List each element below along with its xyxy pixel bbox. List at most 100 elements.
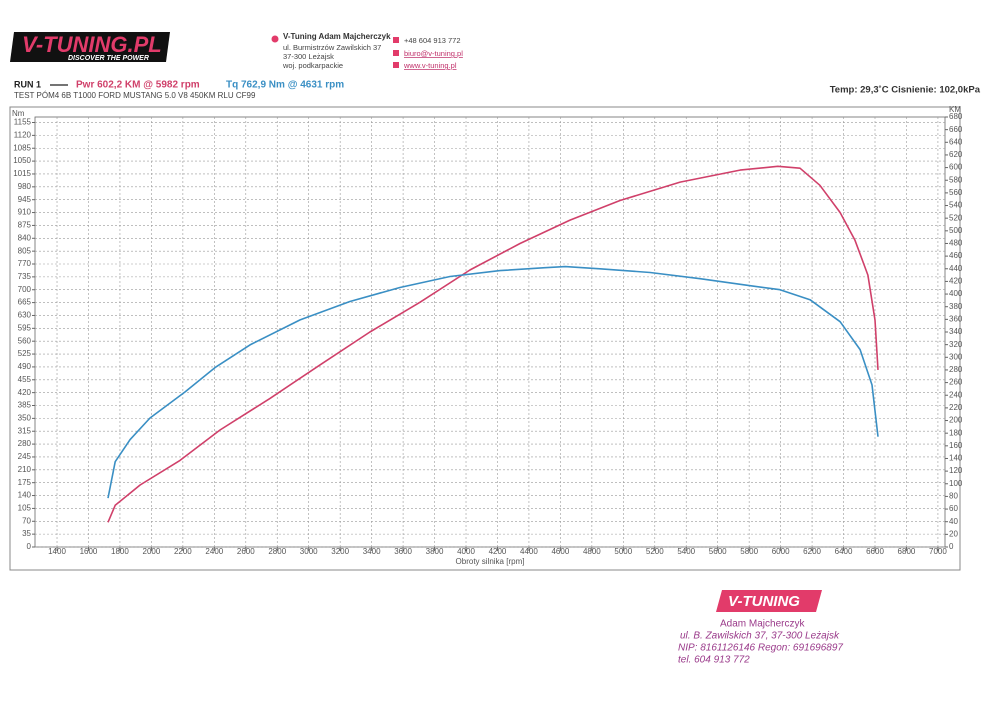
x-tick-label: 4000 <box>457 547 475 556</box>
y-tick-label: 140 <box>18 491 32 500</box>
y-tick-label: 805 <box>18 246 32 255</box>
x-tick-label: 4800 <box>583 547 601 556</box>
y2-tick-label: 80 <box>949 492 958 501</box>
y2-tick-label: 320 <box>949 340 963 349</box>
y2-tick-label: 140 <box>949 454 963 463</box>
y2-tick-label: 280 <box>949 365 963 374</box>
y-tick-label: 525 <box>18 349 32 358</box>
y-tick-label: 840 <box>18 233 32 242</box>
y-tick-label: 1155 <box>14 118 32 127</box>
x-tick-label: 5200 <box>646 547 664 556</box>
y2-tick-label: 580 <box>949 175 963 184</box>
y-tick-label: 1050 <box>13 156 31 165</box>
y-tick-label: 770 <box>18 259 32 268</box>
y-tick-label: 280 <box>18 439 32 448</box>
x-tick-label: 3800 <box>426 547 444 556</box>
y-tick-label: 1015 <box>13 169 31 178</box>
x-tick-label: 4600 <box>551 547 569 556</box>
chart-subtitle: TEST PÓM4 6B T1000 FORD MUSTANG 5.0 V8 4… <box>14 91 256 100</box>
y2-tick-label: 400 <box>949 289 963 298</box>
y-tick-label: 0 <box>27 542 32 551</box>
x-tick-label: 2200 <box>174 547 192 556</box>
y-tick-label: 385 <box>18 401 32 410</box>
x-tick-label: 6200 <box>803 547 821 556</box>
x-tick-label: 5400 <box>677 547 695 556</box>
y2-tick-label: 120 <box>949 466 963 475</box>
y-tick-label: 595 <box>18 323 32 332</box>
y2-tick-label: 260 <box>949 378 963 387</box>
y-tick-label: 455 <box>18 375 32 384</box>
logo: V-TUNING.PL DISCOVER THE POWER <box>10 32 170 62</box>
stamp-line: ul. B. Zawilskich 37, 37-300 Leżajsk <box>680 631 840 642</box>
logo-text: V-TUNING.PL <box>22 32 162 57</box>
y-tick-label: 35 <box>22 529 31 538</box>
contact-line: www.v-tuning.pl <box>403 61 457 70</box>
y-tick-label: 420 <box>18 388 32 397</box>
chart-frame <box>9 106 961 571</box>
y-tick-label: 490 <box>18 362 32 371</box>
x-tick-label: 6800 <box>898 547 916 556</box>
y2-tick-label: 60 <box>949 504 958 513</box>
series-line <box>107 265 879 499</box>
y-tick-label: 875 <box>18 221 32 230</box>
conditions: Temp: 29,3˚C Cisnienie: 102,0kPa <box>830 85 981 96</box>
y2-tick-label: 480 <box>949 239 963 248</box>
y-tick-label: 630 <box>18 311 32 320</box>
web-icon <box>393 62 399 68</box>
stamp-line: tel. 604 913 772 <box>678 655 750 666</box>
y2-tick-label: 100 <box>949 479 963 488</box>
y-tick-label: 980 <box>18 182 32 191</box>
x-tick-label: 3000 <box>300 547 318 556</box>
stamp-logo: V-TUNING <box>728 593 800 610</box>
contact-line: +48 604 913 772 <box>404 36 461 45</box>
x-tick-label: 5000 <box>614 547 632 556</box>
x-tick-label: 3200 <box>331 547 349 556</box>
y2-tick-label: 620 <box>949 150 963 159</box>
y2-tick-label: 360 <box>949 314 963 323</box>
y-tick-label: 210 <box>18 465 32 474</box>
x-tick-label: 6600 <box>866 547 884 556</box>
x-tick-label: 1400 <box>48 547 66 556</box>
y-axis-label: Nm <box>12 109 25 118</box>
y-tick-label: 70 <box>22 516 31 525</box>
y-tick-label: 315 <box>18 426 32 435</box>
legend-entry: Pwr 602,2 KM @ 5982 rpm <box>76 80 200 91</box>
y-tick-label: 665 <box>18 298 32 307</box>
x-tick-label: 6000 <box>772 547 790 556</box>
y2-tick-label: 220 <box>949 403 963 412</box>
address-line: woj. podkarpackie <box>282 61 343 70</box>
y2-tick-label: 460 <box>949 251 963 260</box>
x-tick-label: 3600 <box>394 547 412 556</box>
y-tick-label: 175 <box>18 478 32 487</box>
y2-tick-label: 440 <box>949 264 963 273</box>
address-line: V-Tuning Adam Majcherczyk <box>283 32 391 41</box>
y2-tick-label: 180 <box>949 428 963 437</box>
y2-tick-label: 20 <box>949 529 958 538</box>
x-tick-label: 6400 <box>835 547 853 556</box>
y-tick-label: 1085 <box>13 143 31 152</box>
y-tick-label: 105 <box>18 504 32 513</box>
mail-icon <box>393 50 399 56</box>
x-tick-label: 1600 <box>80 547 98 556</box>
y-tick-label: 350 <box>18 413 32 422</box>
y2-tick-label: 0 <box>949 542 954 551</box>
logo-slogan: DISCOVER THE POWER <box>68 55 149 62</box>
y2-tick-label: 420 <box>949 277 963 286</box>
x-axis-label: Obroty silnika [rpm] <box>456 557 525 566</box>
x-tick-label: 4400 <box>520 547 538 556</box>
y2-tick-label: 300 <box>949 352 963 361</box>
y2-axis-label: KM <box>949 105 961 114</box>
x-tick-label: 4200 <box>489 547 507 556</box>
y-tick-label: 560 <box>18 336 32 345</box>
x-tick-label: 3400 <box>363 547 381 556</box>
y-tick-label: 735 <box>18 272 32 281</box>
y2-tick-label: 680 <box>949 112 963 121</box>
y2-tick-label: 500 <box>949 226 963 235</box>
y2-tick-label: 600 <box>949 163 963 172</box>
y-tick-label: 945 <box>18 195 32 204</box>
x-tick-label: 5800 <box>740 547 758 556</box>
phone-icon <box>393 37 399 43</box>
x-tick-label: 5600 <box>709 547 727 556</box>
y2-tick-label: 160 <box>949 441 963 450</box>
